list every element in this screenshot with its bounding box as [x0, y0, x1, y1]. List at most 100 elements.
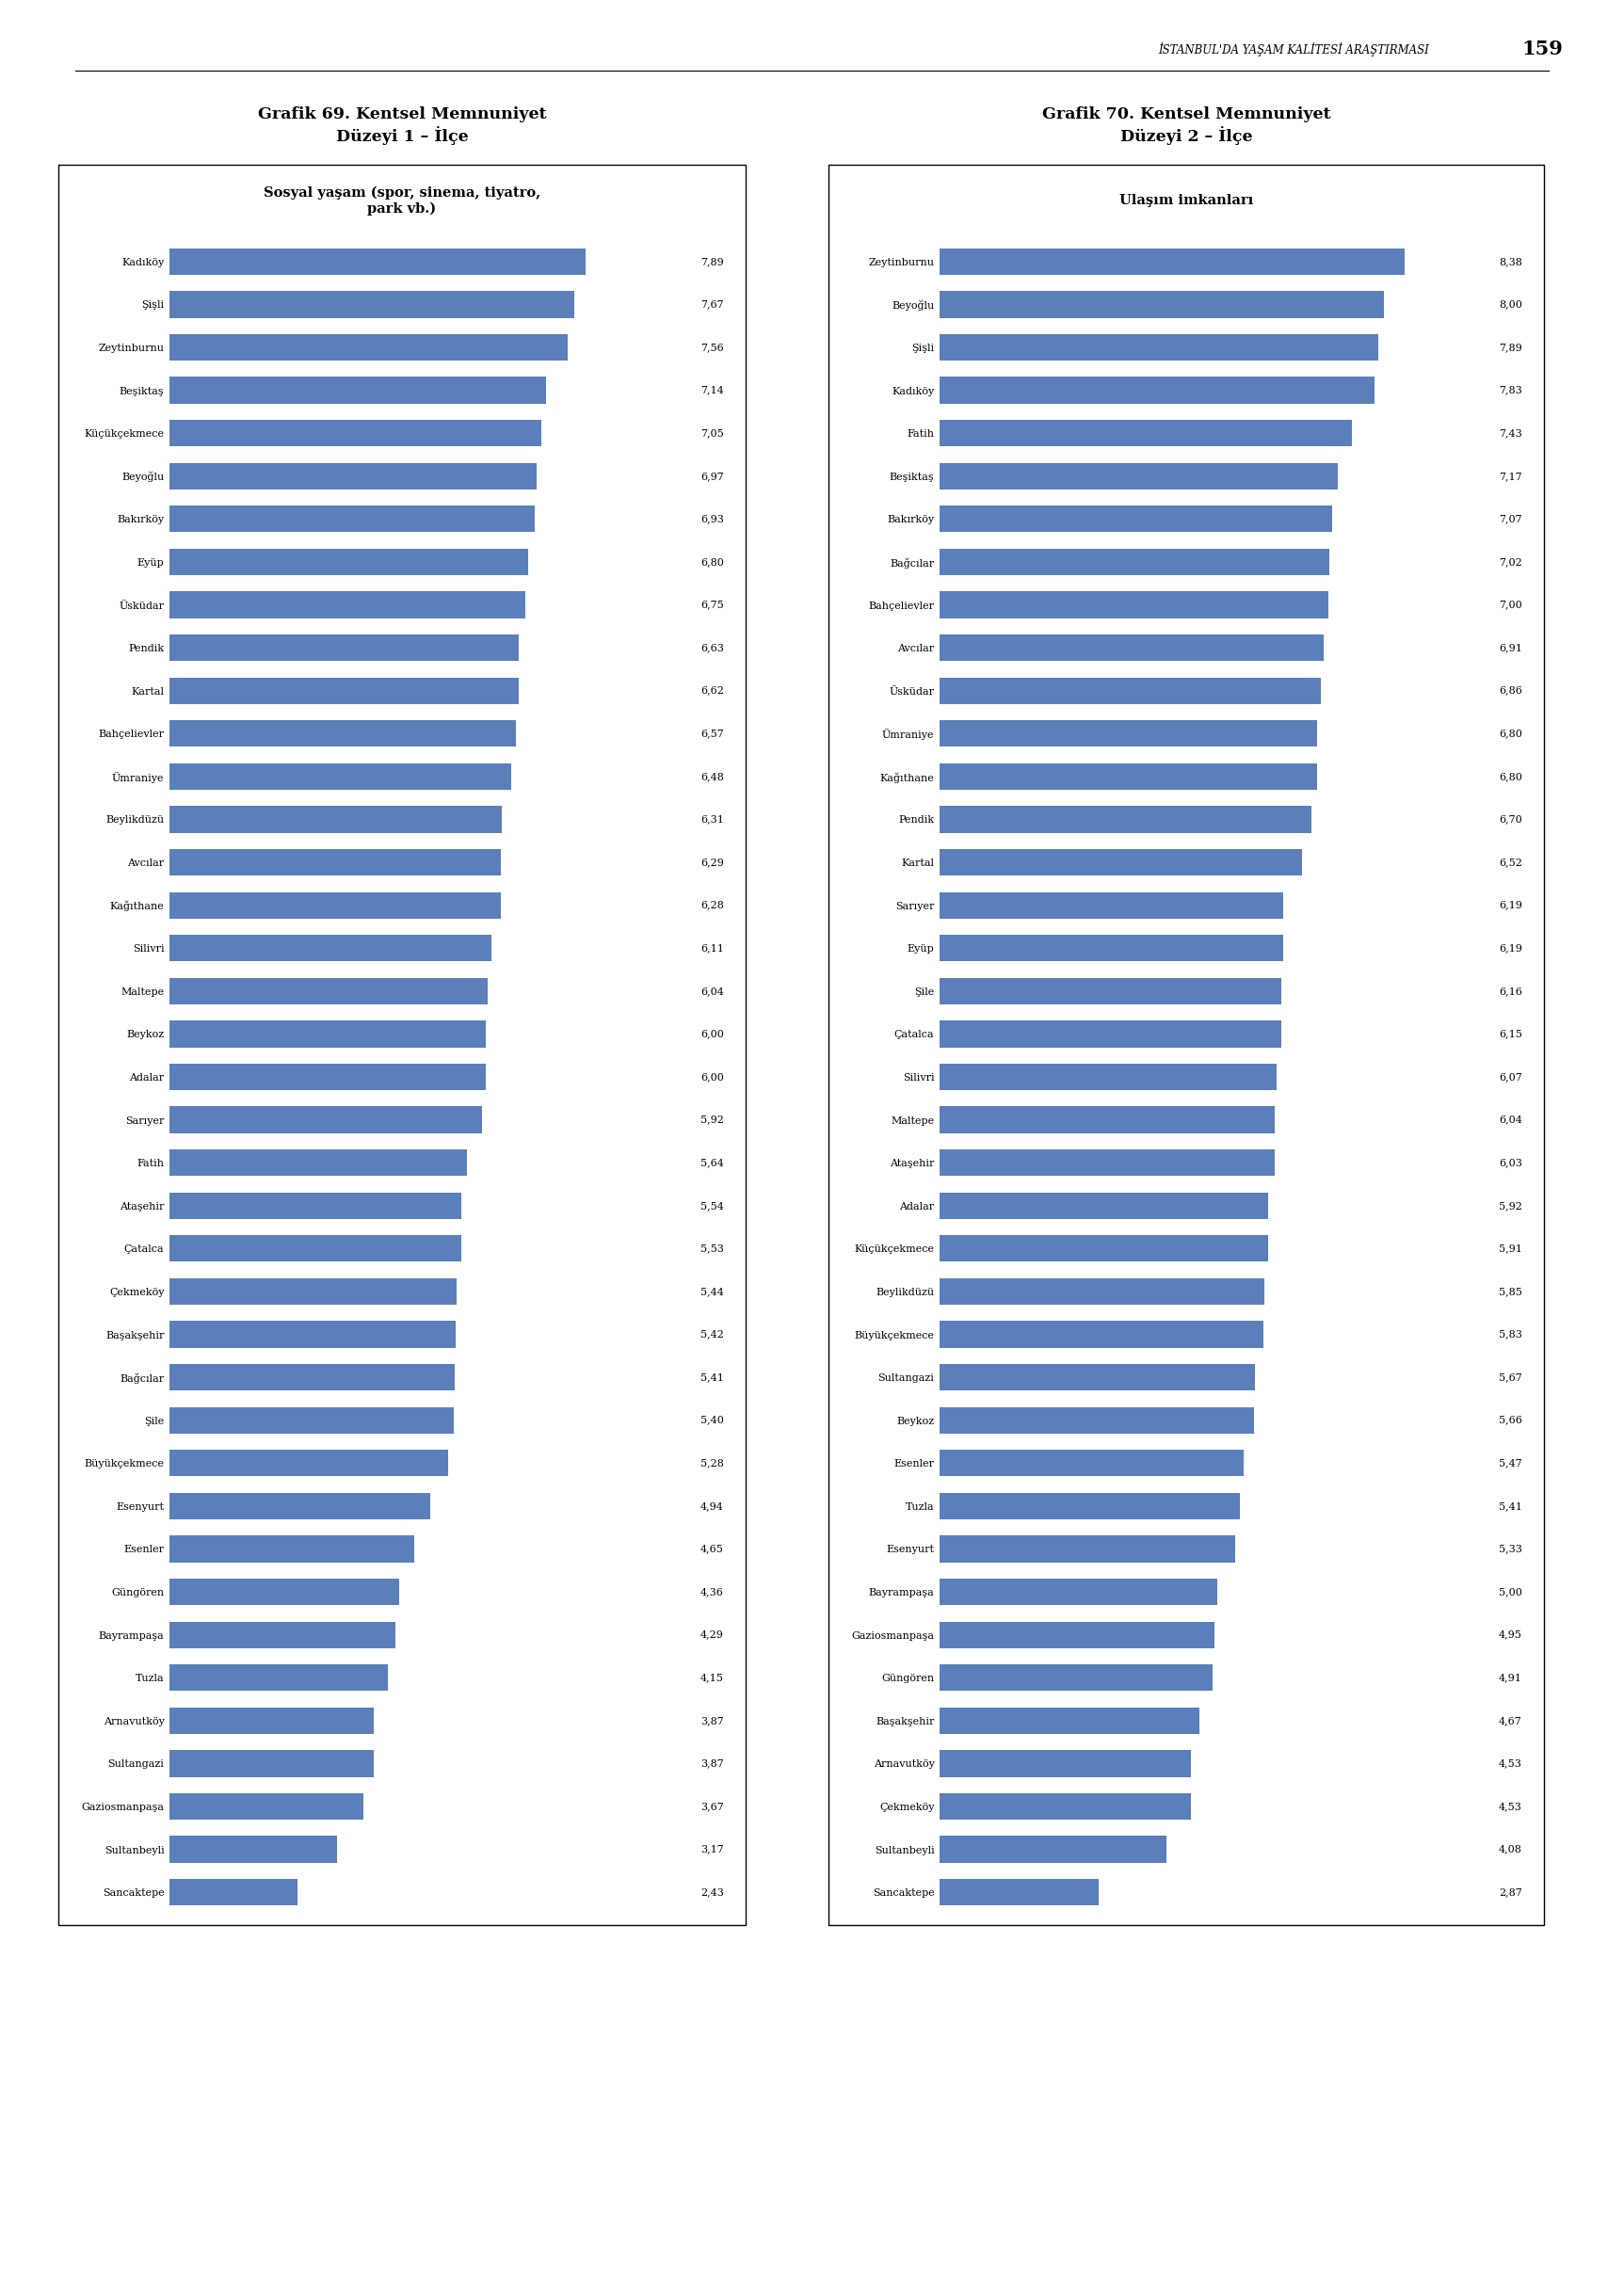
- Text: 7,02: 7,02: [1499, 556, 1522, 567]
- Bar: [169, 549, 528, 574]
- Text: 4,95: 4,95: [1499, 1629, 1522, 1639]
- Bar: [169, 419, 541, 447]
- Text: 3,87: 3,87: [700, 1716, 724, 1725]
- Text: 6,52: 6,52: [1499, 857, 1522, 866]
- Bar: [169, 1707, 374, 1734]
- Text: 7,43: 7,43: [1499, 428, 1522, 438]
- Bar: [169, 292, 573, 317]
- Text: 5,47: 5,47: [1499, 1459, 1522, 1468]
- Text: 4,91: 4,91: [1499, 1673, 1522, 1682]
- Bar: [940, 1449, 1244, 1477]
- Text: 4,53: 4,53: [1499, 1759, 1522, 1769]
- Bar: [940, 248, 1405, 276]
- Text: 6,16: 6,16: [1499, 987, 1522, 996]
- Text: 2,87: 2,87: [1499, 1887, 1522, 1896]
- Text: 5,92: 5,92: [1499, 1201, 1522, 1210]
- Bar: [169, 1064, 486, 1089]
- Bar: [940, 850, 1302, 875]
- Text: 4,15: 4,15: [700, 1673, 724, 1682]
- Bar: [169, 1192, 461, 1219]
- Text: 7,14: 7,14: [700, 385, 724, 394]
- Bar: [940, 978, 1281, 1005]
- Text: 4,53: 4,53: [1499, 1803, 1522, 1812]
- Text: 5,67: 5,67: [1499, 1372, 1522, 1381]
- Text: Grafik 70. Kentsel Memnuniyet
Düzeyi 2 – İlçe: Grafik 70. Kentsel Memnuniyet Düzeyi 2 –…: [1043, 107, 1330, 144]
- Bar: [940, 763, 1317, 791]
- Bar: [169, 1108, 482, 1133]
- Bar: [940, 1406, 1254, 1433]
- Text: 8,00: 8,00: [1499, 301, 1522, 310]
- Bar: [940, 1794, 1190, 1819]
- Text: 5,91: 5,91: [1499, 1244, 1522, 1253]
- Bar: [169, 506, 534, 533]
- Text: 3,67: 3,67: [700, 1803, 724, 1812]
- Bar: [940, 1579, 1218, 1604]
- Text: 6,04: 6,04: [700, 987, 724, 996]
- Bar: [940, 1493, 1241, 1520]
- Text: 6,80: 6,80: [700, 556, 724, 567]
- Text: 4,08: 4,08: [1499, 1844, 1522, 1855]
- Text: 5,64: 5,64: [700, 1158, 724, 1167]
- Bar: [169, 248, 585, 276]
- Text: 6,19: 6,19: [1499, 944, 1522, 953]
- Bar: [169, 1279, 456, 1306]
- Text: 6,03: 6,03: [1499, 1158, 1522, 1167]
- Text: 2,43: 2,43: [700, 1887, 724, 1896]
- Bar: [169, 1365, 455, 1390]
- Bar: [940, 1620, 1215, 1648]
- Text: 5,41: 5,41: [700, 1372, 724, 1381]
- Text: 6,00: 6,00: [700, 1071, 724, 1083]
- Bar: [169, 1536, 414, 1563]
- Bar: [169, 1149, 466, 1176]
- Bar: [940, 1664, 1212, 1691]
- Bar: [940, 720, 1317, 748]
- Text: 5,85: 5,85: [1499, 1288, 1522, 1297]
- Text: 7,89: 7,89: [1499, 342, 1522, 351]
- Text: 7,05: 7,05: [700, 428, 724, 438]
- Text: 7,83: 7,83: [1499, 385, 1522, 394]
- Bar: [940, 1108, 1275, 1133]
- Text: 6,91: 6,91: [1499, 643, 1522, 652]
- Text: 7,00: 7,00: [1499, 599, 1522, 608]
- Text: 5,44: 5,44: [700, 1288, 724, 1297]
- Bar: [940, 1064, 1276, 1089]
- Text: Sosyal yaşam (spor, sinema, tiyatro,
park vb.): Sosyal yaşam (spor, sinema, tiyatro, par…: [263, 187, 541, 217]
- Bar: [169, 1579, 400, 1604]
- Text: 6,28: 6,28: [700, 900, 724, 909]
- Text: 7,56: 7,56: [700, 342, 724, 351]
- Text: 6,62: 6,62: [700, 686, 724, 695]
- Text: 7,07: 7,07: [1499, 515, 1522, 524]
- Text: 6,11: 6,11: [700, 944, 724, 953]
- Text: 8,38: 8,38: [1499, 258, 1522, 267]
- Text: 6,00: 6,00: [700, 1030, 724, 1039]
- Bar: [169, 934, 492, 962]
- Bar: [169, 807, 502, 832]
- Text: İSTANBUL'DA YAŞAM KALİTESİ ARAŞTIRMASI: İSTANBUL'DA YAŞAM KALİTESİ ARAŞTIRMASI: [1158, 41, 1429, 57]
- Text: 5,41: 5,41: [1499, 1502, 1522, 1511]
- Bar: [940, 593, 1328, 618]
- Bar: [940, 292, 1384, 317]
- Bar: [940, 419, 1353, 447]
- Text: 6,93: 6,93: [700, 515, 724, 524]
- Text: Ulaşım imkanları: Ulaşım imkanları: [1119, 194, 1254, 207]
- Text: 3,87: 3,87: [700, 1759, 724, 1769]
- Bar: [169, 1493, 430, 1520]
- Bar: [169, 1021, 486, 1048]
- Text: 6,86: 6,86: [1499, 686, 1522, 695]
- Text: 5,66: 5,66: [1499, 1415, 1522, 1424]
- Bar: [940, 506, 1332, 533]
- Text: 4,36: 4,36: [700, 1586, 724, 1598]
- Bar: [940, 1021, 1281, 1048]
- Text: 7,89: 7,89: [700, 258, 724, 267]
- Bar: [940, 1192, 1268, 1219]
- Bar: [169, 1322, 455, 1347]
- Bar: [169, 1750, 374, 1778]
- Text: 6,75: 6,75: [700, 599, 724, 608]
- Text: 4,67: 4,67: [1499, 1716, 1522, 1725]
- Bar: [169, 634, 520, 661]
- Text: 6,07: 6,07: [1499, 1071, 1522, 1083]
- Bar: [169, 376, 546, 403]
- Text: 4,94: 4,94: [700, 1502, 724, 1511]
- Bar: [940, 1235, 1268, 1263]
- Text: 6,15: 6,15: [1499, 1030, 1522, 1039]
